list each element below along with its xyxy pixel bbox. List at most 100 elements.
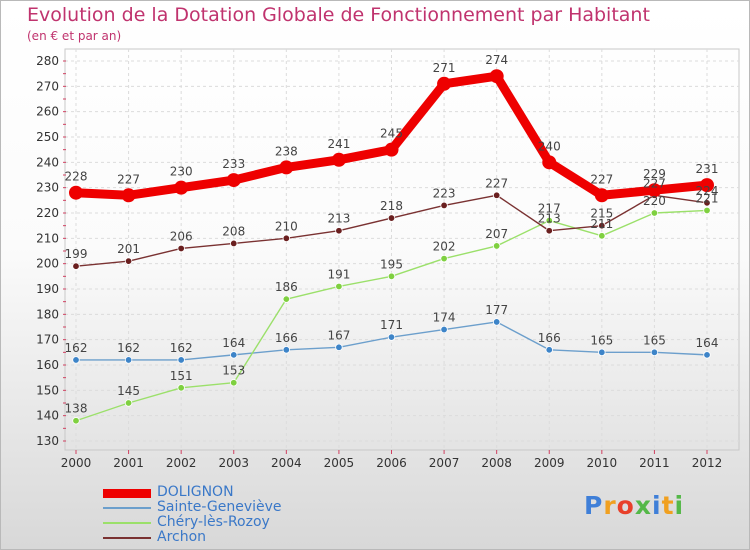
y-tick-label: 270	[36, 79, 59, 93]
data-label: 230	[170, 165, 193, 179]
data-label: 213	[538, 212, 561, 226]
y-tick-label: 200	[36, 257, 59, 271]
data-point	[647, 183, 662, 198]
data-label: 162	[117, 341, 140, 355]
data-label: 208	[222, 224, 245, 238]
legend-label: DOLIGNON	[157, 484, 234, 500]
data-label: 206	[170, 229, 193, 243]
data-point	[72, 356, 80, 364]
data-point	[440, 254, 448, 263]
data-point	[492, 318, 501, 326]
data-label: 164	[222, 336, 245, 350]
legend-label: Chéry-lès-Rozoy	[157, 514, 270, 530]
data-label: 271	[433, 61, 456, 75]
data-label: 199	[65, 247, 88, 261]
chart-subtitle: (en € et par an)	[27, 29, 122, 43]
x-tick-label: 2002	[166, 456, 197, 470]
x-tick-label: 2003	[218, 456, 249, 470]
data-label: 186	[275, 280, 298, 294]
data-label: 207	[485, 227, 508, 241]
plot-area	[64, 48, 740, 451]
y-tick-label: 130	[36, 434, 59, 448]
data-point	[230, 351, 238, 359]
data-label: 166	[275, 331, 298, 345]
data-label: 217	[538, 202, 561, 216]
data-point	[387, 272, 396, 281]
y-tick-label: 150	[36, 383, 59, 397]
data-label: 145	[117, 384, 140, 398]
data-label: 151	[170, 369, 193, 383]
chart-title: Evolution de la Dotation Globale de Fonc…	[27, 4, 650, 26]
y-tick-label: 230	[36, 181, 59, 195]
data-label: 245	[380, 127, 403, 141]
data-label: 221	[696, 191, 719, 205]
y-tick-label: 220	[36, 206, 59, 220]
data-point	[703, 199, 711, 207]
data-point	[72, 417, 80, 425]
data-label: 215	[590, 207, 613, 221]
data-point	[492, 191, 501, 199]
data-point	[174, 180, 189, 195]
data-label: 213	[327, 212, 350, 226]
data-label: 164	[696, 336, 719, 350]
data-label: 227	[590, 172, 613, 186]
data-point	[440, 325, 448, 334]
logo-letter: i	[674, 491, 685, 520]
data-point	[440, 201, 448, 210]
y-tick-label: 210	[36, 231, 59, 245]
data-label: 195	[380, 257, 403, 271]
data-point	[124, 257, 133, 265]
y-tick-label: 250	[36, 130, 59, 144]
data-point	[492, 242, 501, 250]
data-label: 227	[485, 176, 508, 190]
data-label: 162	[170, 341, 193, 355]
logo-letter: r	[603, 491, 617, 520]
data-point	[226, 173, 241, 188]
data-point	[598, 221, 606, 230]
data-label: 229	[643, 167, 666, 181]
data-label: 171	[380, 318, 403, 332]
x-tick-label: 2005	[324, 456, 355, 470]
x-tick-label: 2011	[639, 456, 670, 470]
data-label: 201	[117, 242, 140, 256]
data-label: 241	[327, 137, 350, 151]
data-label: 177	[485, 303, 508, 317]
proxiti-logo: Proxiti	[584, 491, 684, 520]
data-label: 165	[590, 333, 613, 347]
x-tick-label: 2012	[692, 456, 723, 470]
data-label: 153	[222, 364, 245, 378]
y-tick-label: 180	[36, 307, 59, 321]
data-label: 227	[117, 172, 140, 186]
data-point	[230, 239, 238, 248]
data-label: 167	[327, 328, 350, 342]
x-tick-label: 2009	[534, 456, 565, 470]
data-point	[703, 351, 711, 359]
logo-letter: P	[584, 491, 604, 520]
data-label: 224	[696, 184, 719, 198]
data-label: 223	[433, 186, 456, 200]
data-point	[121, 188, 136, 203]
x-tick-label: 2000	[61, 456, 92, 470]
data-point	[545, 346, 553, 354]
data-point	[335, 282, 343, 291]
data-label: 211	[590, 217, 613, 231]
y-tick-label: 160	[36, 358, 59, 372]
data-label: 231	[696, 162, 719, 176]
x-tick-label: 2007	[429, 456, 460, 470]
x-tick-label: 2008	[481, 456, 512, 470]
data-label: 138	[65, 402, 88, 416]
data-label: 227	[643, 176, 666, 190]
data-point	[335, 227, 343, 235]
data-label: 220	[643, 194, 666, 208]
data-label: 233	[222, 157, 245, 171]
data-point	[387, 214, 396, 222]
data-point	[177, 356, 185, 364]
data-label: 166	[538, 331, 561, 345]
data-label: 191	[327, 267, 350, 281]
y-tick-label: 260	[36, 105, 59, 119]
data-point	[489, 69, 504, 84]
data-label: 165	[643, 333, 666, 347]
data-label: 202	[433, 240, 456, 254]
